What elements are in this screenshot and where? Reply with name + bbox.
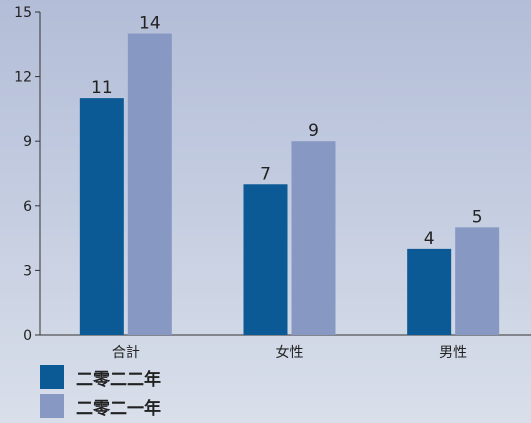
data-label: 4 <box>424 229 435 249</box>
x-category-label: 男性 <box>439 345 467 361</box>
legend-label-series-1: 二零二一年 <box>76 398 161 419</box>
legend-label-series-0: 二零二二年 <box>76 369 161 390</box>
y-tick-label: 6 <box>23 199 32 215</box>
x-category-label: 女性 <box>276 344 304 361</box>
legend: 二零二二年 二零二一年 <box>40 365 161 423</box>
bar-女性-series-1 <box>291 141 336 335</box>
y-tick-label: 12 <box>14 70 32 86</box>
data-label: 14 <box>139 14 161 34</box>
bar-男性-series-0 <box>407 248 452 335</box>
bar-合計-series-1 <box>127 33 172 336</box>
x-category-label: 合計 <box>112 345 140 361</box>
data-label: 9 <box>308 121 319 141</box>
legend-item-series-0: 二零二二年 <box>40 365 161 390</box>
legend-swatch-series-0 <box>40 365 64 389</box>
legend-item-series-1: 二零二一年 <box>40 394 161 419</box>
bar-合計-series-0 <box>79 98 124 335</box>
data-label: 11 <box>91 78 113 98</box>
y-tick-label: 0 <box>23 328 32 344</box>
legend-swatch-series-1 <box>40 394 64 418</box>
bar-男性-series-1 <box>455 227 500 335</box>
y-tick-label: 15 <box>14 5 32 21</box>
data-label: 7 <box>260 164 271 184</box>
y-tick-label: 3 <box>23 263 32 279</box>
y-tick-label: 9 <box>23 134 32 150</box>
bar-女性-series-0 <box>243 184 288 335</box>
data-label: 5 <box>472 207 483 227</box>
